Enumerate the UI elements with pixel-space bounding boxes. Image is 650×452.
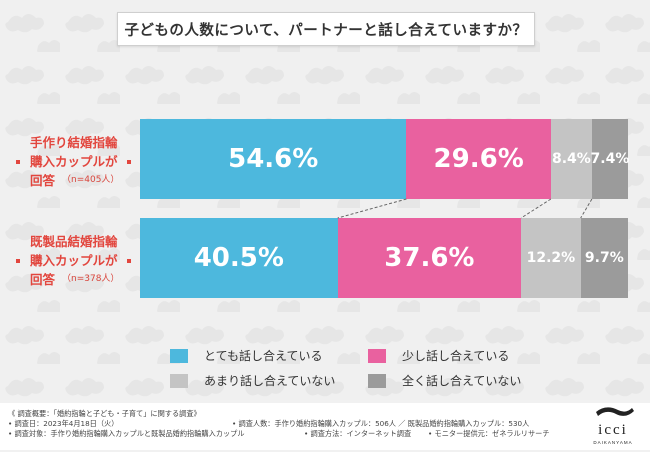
bar-segment: 8.4% (550, 119, 592, 199)
bar-segment: 12.2% (521, 218, 581, 298)
brand-logo: icci DAIKANYAMA (586, 402, 640, 448)
bar-value-label: 37.6% (384, 243, 475, 273)
footer-monitor-provider: • モニター提供元：ゼネラルリサーチ (428, 429, 550, 438)
legend-item-somewhat: 少し話し合えている (368, 347, 509, 364)
bar-readymade: 40.5% 37.6% 12.2% 9.7% (140, 218, 628, 298)
group-label-n: （n=378人） (62, 274, 120, 284)
bar-value-label: 8.4% (551, 151, 591, 167)
legend-item-not-much: あまり話し合えていない (170, 372, 335, 389)
chart-title: 子どもの人数について、パートナーと話し合えていますか？ (117, 12, 535, 46)
background-pattern (0, 0, 650, 400)
legend-label: とても話し合えている (204, 349, 323, 363)
footer (0, 403, 650, 450)
bar-segment: 9.7% (580, 218, 628, 298)
group-label-handmade: 手作り結婚指輪 購入カップルが 回答 （n=405人） (0, 133, 137, 193)
bar-value-label: 12.2% (526, 250, 576, 266)
bar-handmade: 54.6% 29.6% 8.4% 7.4% (140, 119, 630, 199)
legend-swatch (368, 373, 386, 388)
logo-icon: icci DAIKANYAMA (593, 407, 634, 445)
bullet-icon (127, 160, 131, 164)
legend-item-not-at-all: 全く話し合えていない (368, 372, 521, 389)
legend-label: あまり話し合えていない (204, 374, 336, 388)
legend-label: 全く話し合えていない (402, 374, 522, 388)
group-label-line2: 購入カップルが (30, 253, 118, 268)
footer-survey-target: • 調査対象：手作り婚約指輪購入カップルと既製品婚約指輪購入カップル (8, 429, 245, 438)
footer-survey-title: 《 調査概要：「婚約指輪と子ども・子育て」に関する調査》 (8, 409, 201, 418)
group-label-line1: 既製品結婚指輪 (30, 234, 118, 249)
bar-segment: 54.6% (140, 119, 407, 199)
bar-value-label: 7.4% (590, 151, 630, 167)
bar-segment: 37.6% (337, 218, 522, 298)
bullet-icon (16, 160, 20, 164)
legend-item-very: とても話し合えている (170, 347, 322, 364)
group-label-n: （n=405人） (62, 175, 120, 185)
bar-segment: 40.5% (140, 218, 338, 298)
bar-value-label: 29.6% (433, 144, 524, 174)
bar-segment: 29.6% (406, 119, 551, 199)
bar-value-label: 9.7% (584, 250, 624, 266)
legend-swatch (170, 348, 188, 363)
bar-value-label: 54.6% (228, 144, 319, 174)
group-label-line2: 購入カップルが (30, 154, 118, 169)
legend-swatch (368, 348, 386, 363)
bullet-icon (127, 259, 131, 263)
footer-survey-count: • 調査人数：手作り婚約指輪購入カップル：506人 ／ 既製品婚約指輪購入カップ… (232, 419, 530, 428)
footer-survey-date: • 調査日：2023年4月18日（火） (8, 419, 119, 428)
bar-value-label: 40.5% (193, 243, 284, 273)
bullet-icon (16, 259, 20, 263)
group-label-readymade: 既製品結婚指輪 購入カップルが 回答 （n=378人） (0, 232, 137, 292)
bar-segment: 7.4% (590, 119, 630, 199)
legend-label: 少し話し合えている (402, 349, 510, 363)
group-label-line3: 回答 (30, 173, 56, 188)
logo-subtext: DAIKANYAMA (593, 440, 632, 445)
group-label-line3: 回答 (30, 272, 56, 287)
group-label-line1: 手作り結婚指輪 (30, 135, 118, 150)
footer-survey-method: • 調査方法：インターネット調査 (304, 429, 412, 438)
logo-text: icci (598, 422, 628, 438)
legend-swatch (170, 373, 188, 388)
